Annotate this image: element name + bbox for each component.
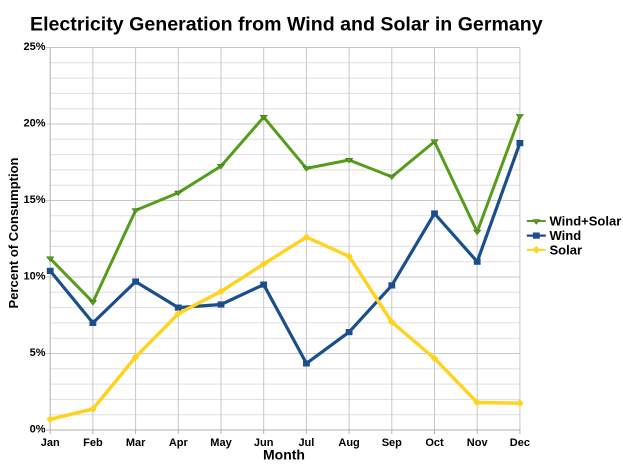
svg-text:Wind+Solar: Wind+Solar bbox=[550, 214, 622, 229]
svg-text:5%: 5% bbox=[30, 347, 46, 359]
svg-text:Apr: Apr bbox=[169, 437, 189, 449]
svg-text:Mar: Mar bbox=[126, 437, 146, 449]
svg-text:Jun: Jun bbox=[254, 437, 274, 449]
svg-text:Electricity Generation from Wi: Electricity Generation from Wind and Sol… bbox=[30, 14, 543, 36]
svg-text:Solar: Solar bbox=[550, 243, 583, 258]
svg-text:Feb: Feb bbox=[83, 437, 103, 449]
svg-text:Aug: Aug bbox=[338, 437, 359, 449]
svg-text:20%: 20% bbox=[23, 117, 45, 129]
svg-text:Jul: Jul bbox=[298, 437, 314, 449]
svg-text:Percent of Consumption: Percent of Consumption bbox=[6, 157, 21, 308]
svg-text:Oct: Oct bbox=[425, 437, 444, 449]
svg-text:Dec: Dec bbox=[510, 437, 530, 449]
svg-text:Month: Month bbox=[263, 447, 305, 463]
svg-text:Sep: Sep bbox=[382, 437, 402, 449]
svg-text:May: May bbox=[210, 437, 232, 449]
svg-text:Nov: Nov bbox=[467, 437, 489, 449]
svg-text:25%: 25% bbox=[23, 41, 45, 53]
svg-text:15%: 15% bbox=[23, 194, 45, 206]
svg-text:10%: 10% bbox=[23, 270, 45, 282]
svg-text:0%: 0% bbox=[30, 423, 46, 435]
svg-text:Wind: Wind bbox=[550, 228, 582, 243]
svg-text:Jan: Jan bbox=[41, 437, 60, 449]
